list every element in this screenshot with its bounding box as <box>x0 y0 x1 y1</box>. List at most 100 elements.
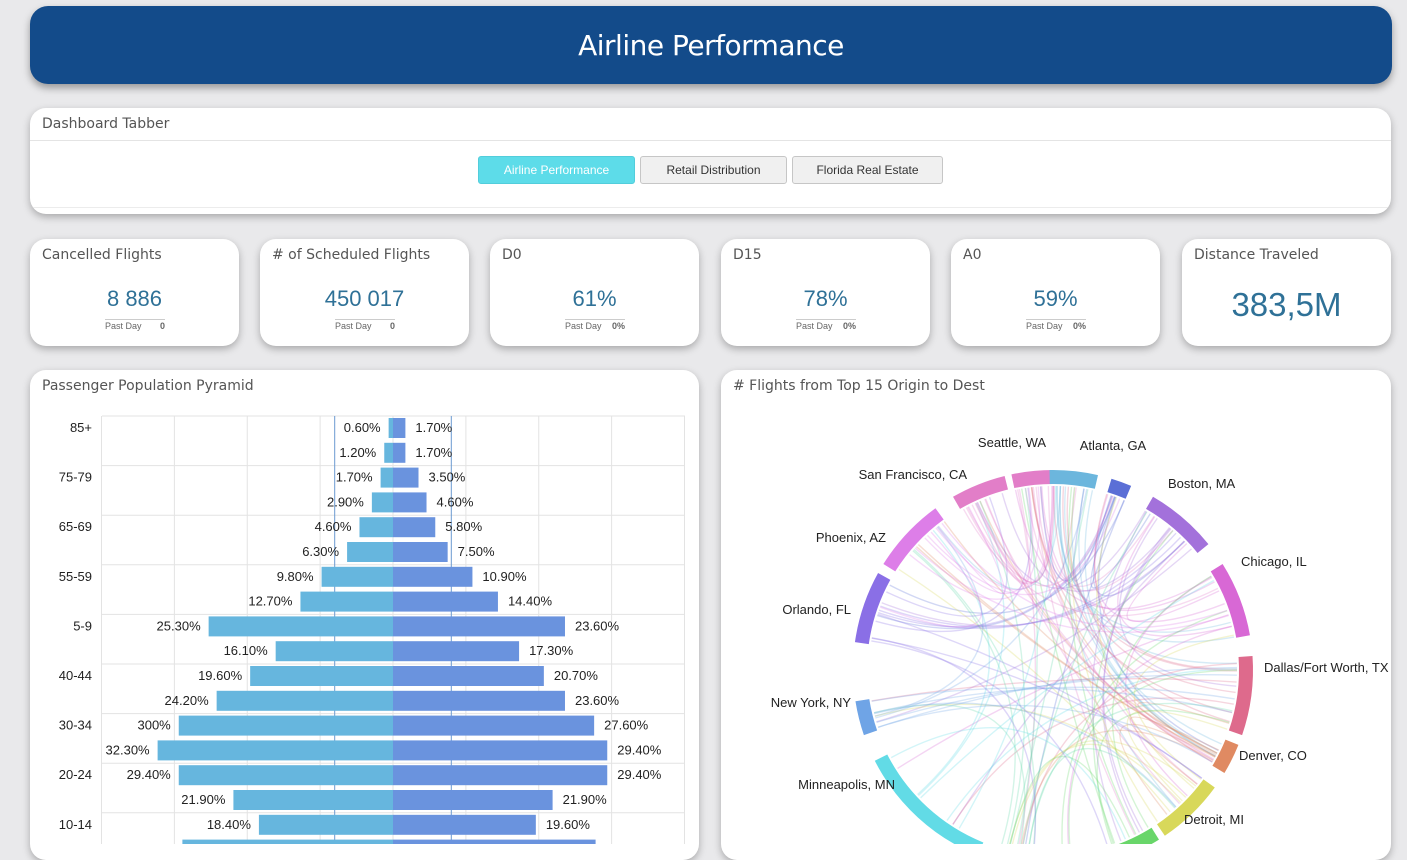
pyramid-bar-right <box>393 418 406 438</box>
pyramid-bar-left <box>178 765 393 786</box>
kpi-d15: D15 78% Past Day 0% <box>721 239 930 346</box>
chord-ribbon <box>935 485 1054 591</box>
kpi-subline: Past Day 0% <box>565 319 625 331</box>
chord-diagram-chart: Seattle, WA Atlanta, GA Boston, MA Chicago,… <box>771 435 1389 844</box>
kpi-subline: Past Day 0 <box>335 319 395 331</box>
chord-ribbon <box>1021 488 1116 844</box>
pyramid-bar-left <box>380 467 393 488</box>
chord-ribbon <box>952 540 1185 825</box>
page-title: Airline Performance <box>578 28 844 62</box>
chord-ribbon <box>984 498 1181 805</box>
chord-ribbon <box>877 613 1203 779</box>
pyramid-bar-right <box>393 715 595 736</box>
chord-arc <box>1118 827 1159 844</box>
kpi-sub-label: Past Day <box>105 321 142 331</box>
kpi-subline: Past Day 0% <box>1026 319 1086 331</box>
kpi-value: 61% <box>572 286 617 311</box>
chord-arc <box>883 508 944 572</box>
chord-ribbon <box>1102 528 1172 833</box>
chord-ribbon <box>917 544 1216 757</box>
kpi-title: D0 <box>502 247 522 263</box>
y-tick-label: 40-44 <box>59 668 92 683</box>
pyramid-bar-left <box>157 740 393 761</box>
data-label-right: 29.40% <box>617 767 662 782</box>
pyramid-bar-left <box>275 641 393 662</box>
pyramid-bar-left <box>359 517 393 538</box>
chord-ribbon <box>1041 486 1215 612</box>
chord-ribbon <box>1052 485 1230 723</box>
chord-ribbon <box>1059 486 1218 754</box>
data-label-left: 6.30% <box>302 544 339 559</box>
data-label-left: 1.20% <box>339 445 376 460</box>
chord-ribbon <box>880 536 1182 628</box>
chord-ribbon <box>1093 493 1238 671</box>
chord-ribbon <box>1008 743 1187 844</box>
chord-ribbon <box>976 501 1147 589</box>
chord-ribbon <box>1009 489 1089 844</box>
population-pyramid-chart: 0.60% 1.70% 1.20% 1.70% 1.70% 3.50% 2.90% 4.60%… <box>59 415 685 844</box>
chord-ribbon <box>1055 486 1231 633</box>
pyramid-bar-right <box>393 765 608 786</box>
kpi-sub-value: 0% <box>611 321 625 331</box>
kpi-value: 8 886 <box>106 286 163 311</box>
chord-ribbon <box>1090 496 1151 589</box>
chord-arc <box>1228 656 1253 736</box>
chord-ribbon <box>1062 486 1238 672</box>
pyramid-bar-left <box>178 715 393 736</box>
kpi-scheduled-flights: # of Scheduled Flights 450 017 Past Day 0 <box>260 239 469 346</box>
chord-ribbon <box>917 529 991 796</box>
chord-ribbon <box>1035 486 1198 785</box>
data-label-left: 16.10% <box>224 643 269 658</box>
tab-airline-performance[interactable]: Airline Performance <box>478 156 635 184</box>
chord-ribbon <box>877 496 1116 630</box>
chord-ribbon <box>1032 486 1136 836</box>
chord-ribbon <box>877 666 1237 728</box>
data-label-right: 4.60% <box>437 494 474 509</box>
kpi-sub-value: 0% <box>1072 321 1086 331</box>
pyramid-bar-left <box>258 814 393 835</box>
data-label-right: 20.70% <box>554 668 599 683</box>
chord-ribbon <box>1070 487 1158 822</box>
chord-ribbon <box>874 702 1177 808</box>
chord-ribbon <box>1040 486 1115 582</box>
y-tick-label: 30-34 <box>59 718 92 733</box>
chord-ribbon <box>1067 625 1232 844</box>
node-label: San Francisco, CA <box>859 467 968 482</box>
kpi-subline: Past Day 0 <box>105 319 165 331</box>
chord-ribbon <box>967 495 1114 587</box>
tab-florida-real-estate[interactable]: Florida Real Estate <box>792 156 943 184</box>
pyramid-bar-right <box>393 690 565 711</box>
chord-ribbon <box>1014 489 1213 610</box>
population-pyramid-panel: Passenger Population Pyramid 0.60% 1.70% 1… <box>30 370 699 860</box>
node-label: Detroit, MI <box>1184 812 1244 827</box>
kpi-value: 450 017 <box>324 286 405 311</box>
chord-ribbon <box>877 704 1213 763</box>
chord-ribbon <box>979 500 1213 763</box>
chord-arc <box>1011 470 1053 489</box>
chord-ribbon <box>1064 486 1237 664</box>
tab-retail-distribution[interactable]: Retail Distribution <box>640 156 787 184</box>
pyramid-bar-right <box>393 814 536 835</box>
chord-ribbon <box>890 727 1127 840</box>
pyramid-bar-left <box>208 616 393 637</box>
data-label-right: 1.70% <box>415 420 452 435</box>
data-label-left: 9.80% <box>277 569 314 584</box>
chord-ribbon <box>1118 517 1237 687</box>
data-label-right: 5.80% <box>445 519 482 534</box>
pyramid-bar-right <box>393 790 553 810</box>
chord-ribbon <box>1022 511 1148 844</box>
chord-ribbon <box>913 548 1037 844</box>
data-label-left: 300% <box>137 718 171 733</box>
kpi-value: 383,5M <box>1231 286 1342 323</box>
chord-ribbon <box>924 487 1034 595</box>
chord-arc <box>1210 564 1250 638</box>
pyramid-bar-left <box>233 790 393 810</box>
chord-ribbon <box>1096 497 1195 789</box>
chord-ribbon <box>874 703 1182 803</box>
chord-ribbon <box>1017 487 1038 844</box>
pyramid-bar-right <box>393 591 498 612</box>
pyramid-bar-right <box>393 641 520 662</box>
chord-arc <box>1146 496 1209 553</box>
chord-arc <box>953 475 1009 509</box>
data-label-left: 1.70% <box>336 470 373 485</box>
